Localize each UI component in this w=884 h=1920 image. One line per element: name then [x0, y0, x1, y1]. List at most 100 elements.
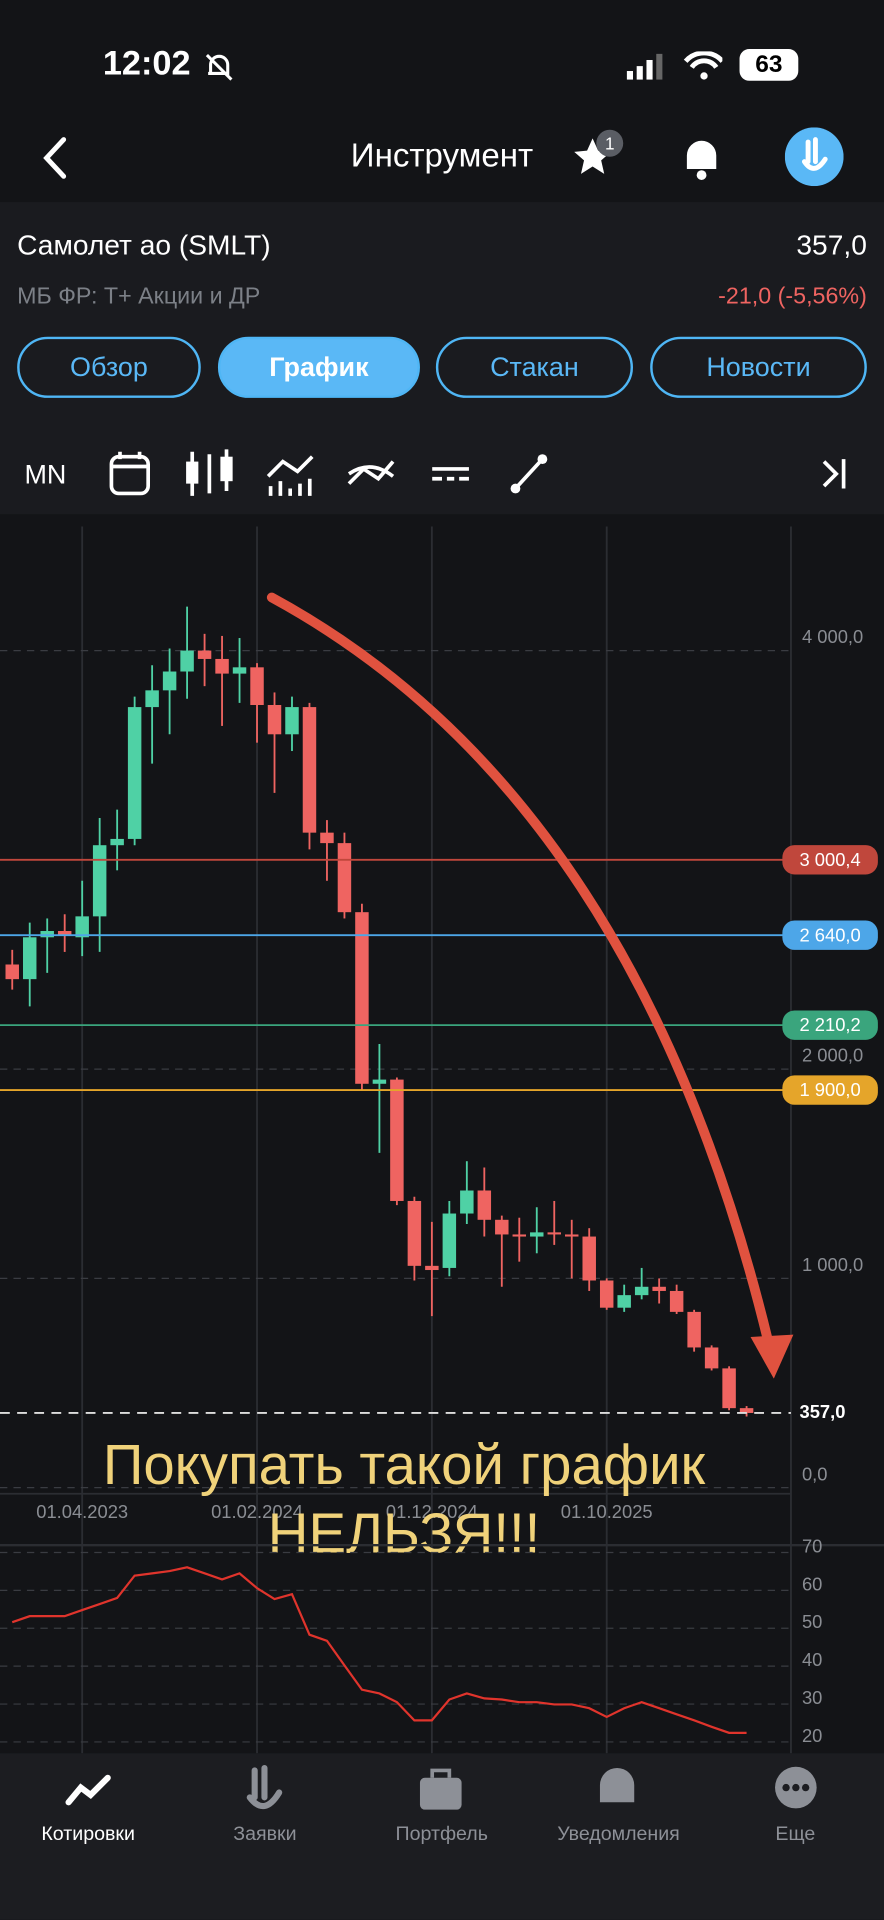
y-tick-label: 1 000,0	[802, 1254, 863, 1275]
draw-icon[interactable]	[510, 483, 521, 494]
candle-body	[232, 667, 247, 674]
candle-body	[355, 912, 369, 1084]
calendar-icon[interactable]	[111, 451, 149, 469]
tab[interactable]: Обзор	[17, 336, 201, 398]
candle-body	[582, 1236, 596, 1281]
star[interactable]	[574, 138, 611, 174]
candle-body	[92, 845, 107, 917]
level-tag	[782, 1075, 878, 1105]
candle-body	[425, 1265, 439, 1271]
candle-body	[215, 658, 229, 674]
nav-icon[interactable]	[246, 1764, 283, 1810]
candle-body	[565, 1234, 579, 1237]
indicators-icon[interactable]	[268, 478, 312, 496]
draw-icon[interactable]	[537, 454, 548, 465]
levels-icon[interactable]	[432, 467, 469, 481]
nav-label[interactable]: Уведомления	[557, 1824, 680, 1846]
favorite-button[interactable]	[571, 135, 615, 179]
nav-icon[interactable]	[595, 1768, 640, 1803]
candles-icon[interactable]	[186, 461, 199, 484]
rsi-line	[11, 1566, 747, 1734]
candle-body	[40, 931, 54, 938]
avatar-hand[interactable]	[801, 137, 828, 171]
candle-body	[495, 1219, 509, 1235]
candle-body	[704, 1347, 719, 1369]
candle-body	[722, 1368, 736, 1409]
nav-label[interactable]: Еще	[775, 1824, 816, 1846]
level-tag	[782, 845, 878, 875]
nav-icon[interactable]	[65, 1774, 111, 1806]
nav-icon[interactable]	[419, 1777, 462, 1810]
nav-icons	[65, 1764, 817, 1810]
candle-body	[22, 937, 37, 980]
wifi	[683, 51, 723, 69]
candle-body	[57, 931, 72, 936]
signal	[646, 59, 653, 80]
y-tick-label: 2 000,0	[802, 1045, 863, 1066]
candle-body	[442, 1213, 457, 1268]
candle-body	[512, 1234, 527, 1237]
instrument-market: МБ ФР: Т+ Акции и ДР	[17, 284, 261, 310]
nav-label[interactable]: Заявки	[233, 1824, 297, 1846]
instrument-price: 357,0	[796, 228, 867, 261]
candle-body	[250, 667, 264, 705]
candle-body	[337, 843, 352, 913]
tab[interactable]: Новости	[650, 336, 867, 398]
favorite-badge: 1	[596, 129, 624, 157]
compare-icon[interactable]	[347, 460, 395, 485]
x-tick-label: 01.10.2025	[561, 1501, 653, 1522]
candles-icon[interactable]	[220, 456, 233, 482]
y-tick-label: 4 000,0	[802, 626, 863, 647]
instrument-change: -21,0 (-5,56%)	[718, 284, 867, 310]
candle-body	[669, 1290, 684, 1312]
y-tick-label: 20	[802, 1725, 822, 1746]
back-arrow[interactable]	[43, 137, 67, 179]
candle-body	[75, 916, 89, 938]
candle-body	[407, 1200, 422, 1266]
nav-icon[interactable]	[801, 1783, 810, 1792]
profile-button[interactable]	[784, 127, 844, 187]
candle-body	[634, 1286, 649, 1296]
bell[interactable]	[683, 140, 720, 169]
mute-icon	[205, 54, 233, 81]
indicators-icon[interactable]	[266, 455, 314, 478]
candle-body	[652, 1286, 666, 1291]
nav-icon[interactable]	[782, 1783, 790, 1792]
top-bar	[0, 0, 884, 203]
arrow-head	[750, 1334, 794, 1379]
bell-button[interactable]	[680, 132, 724, 181]
candle-body	[530, 1232, 544, 1237]
nav-label[interactable]: Портфель	[395, 1824, 488, 1846]
level-tag	[782, 1010, 878, 1040]
draw-icon[interactable]	[514, 457, 544, 490]
mute-bell	[205, 54, 233, 81]
candle-body	[267, 704, 282, 735]
nav-icon[interactable]	[430, 1768, 452, 1778]
back-button[interactable]	[37, 135, 74, 184]
scroll-end-icon[interactable]	[822, 459, 846, 489]
annotation: Покупать такой график	[103, 1433, 706, 1496]
level-label: 1 900,0	[799, 1079, 860, 1100]
candle-body	[390, 1079, 404, 1201]
candle-body	[145, 690, 159, 708]
period-button[interactable]: MN	[24, 459, 67, 490]
tab[interactable]: Стакан	[435, 336, 634, 398]
candle-body	[162, 671, 177, 691]
level-label: 2 640,0	[799, 924, 860, 945]
y-tick-label: 50	[802, 1611, 822, 1632]
nav-icon[interactable]	[792, 1783, 800, 1792]
signal	[656, 53, 663, 80]
bell[interactable]	[696, 170, 707, 180]
header-title: Инструмент	[350, 137, 534, 174]
calendar-icon[interactable]	[109, 454, 150, 496]
candle-body	[180, 650, 194, 672]
nav-label[interactable]: Котировки	[41, 1824, 135, 1846]
x-tick-label: 01.12.2024	[386, 1501, 478, 1522]
candle-body	[460, 1190, 474, 1214]
status-time: 12:02	[102, 44, 191, 83]
tab[interactable]: График	[217, 336, 420, 398]
arrow	[266, 592, 774, 1350]
candle-body	[110, 838, 124, 846]
